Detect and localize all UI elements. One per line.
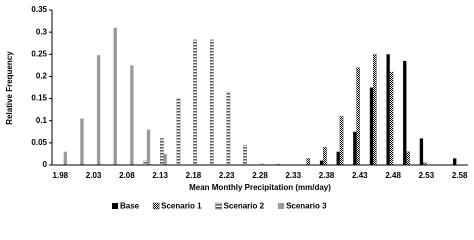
bar xyxy=(389,71,394,166)
x-tick-label: 1.98 xyxy=(53,171,69,180)
y-tick-label: 0 xyxy=(43,160,48,169)
bar xyxy=(403,60,407,165)
bar xyxy=(243,144,247,166)
legend-label: Base xyxy=(120,202,140,211)
bar xyxy=(226,91,231,166)
x-tick-label: 2.58 xyxy=(452,171,468,180)
bar xyxy=(319,160,324,165)
bar xyxy=(406,151,410,166)
legend-swatch xyxy=(152,202,160,210)
x-tick-label: 2.03 xyxy=(86,171,102,180)
y-tick-label: 0.1 xyxy=(36,116,48,125)
bar xyxy=(113,27,117,166)
bar xyxy=(453,158,457,165)
x-tick-label: 2.48 xyxy=(385,171,401,180)
bar xyxy=(209,39,214,166)
bar xyxy=(356,67,360,166)
bar xyxy=(193,39,197,166)
legend-label: Scenario 1 xyxy=(161,202,202,211)
bar xyxy=(96,55,101,165)
bar xyxy=(336,151,340,165)
bar xyxy=(63,151,67,165)
x-tick-label: 2.38 xyxy=(319,171,335,180)
bar xyxy=(323,147,327,166)
x-axis-label: Mean Monthly Precipitation (mm/day) xyxy=(189,183,331,192)
x-tick-label: 2.43 xyxy=(352,171,368,180)
legend-swatch xyxy=(112,203,118,209)
x-tick-label: 2.33 xyxy=(285,171,301,180)
bar xyxy=(146,129,151,165)
bar xyxy=(130,65,134,165)
bar xyxy=(306,158,311,166)
x-tick-label: 2.18 xyxy=(186,171,202,180)
legend-label: Scenario 3 xyxy=(286,202,327,211)
x-tick-label: 2.08 xyxy=(119,171,135,180)
legend-swatch xyxy=(278,203,285,209)
y-tick-label: 0.35 xyxy=(31,5,47,14)
y-tick-label: 0.05 xyxy=(31,138,47,147)
bar xyxy=(419,138,424,165)
chart: Relative Frequency Mean Monthly Precipit… xyxy=(5,5,468,211)
y-axis-label: Relative Frequency xyxy=(5,51,14,125)
legend-swatch xyxy=(215,202,222,210)
x-tick-label: 2.13 xyxy=(152,171,168,180)
bar xyxy=(160,138,164,166)
legend-label: Scenario 2 xyxy=(224,202,265,211)
bar xyxy=(80,118,84,165)
bar xyxy=(143,160,147,166)
bar xyxy=(339,116,344,166)
y-tick-label: 0.2 xyxy=(36,72,48,81)
x-tick-label: 2.28 xyxy=(252,171,268,180)
bar xyxy=(386,54,390,165)
bar xyxy=(373,54,377,166)
bar xyxy=(353,131,357,165)
bar xyxy=(369,87,374,165)
x-tick-label: 2.23 xyxy=(219,171,235,180)
y-tick-label: 0.3 xyxy=(36,27,48,36)
bar xyxy=(176,98,181,166)
x-tick-label: 2.53 xyxy=(419,171,435,180)
bar xyxy=(163,153,167,165)
y-tick-label: 0.15 xyxy=(31,94,47,103)
y-tick-label: 0.25 xyxy=(31,49,47,58)
